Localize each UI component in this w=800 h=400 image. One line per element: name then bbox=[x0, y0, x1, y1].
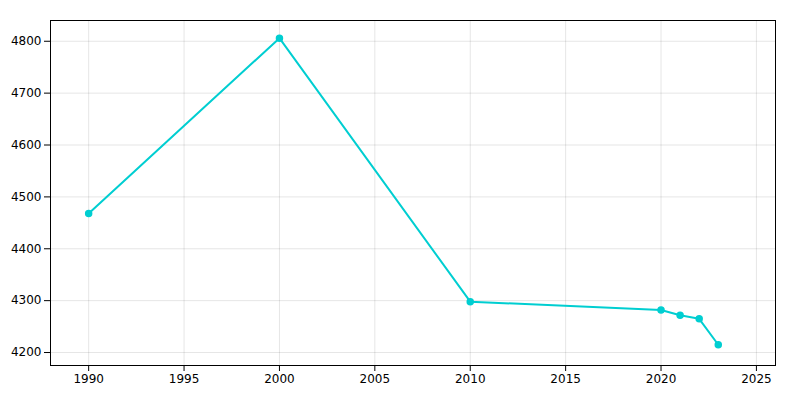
svg-text:2020: 2020 bbox=[646, 372, 677, 386]
svg-text:4700: 4700 bbox=[11, 86, 42, 100]
svg-text:2005: 2005 bbox=[360, 372, 391, 386]
svg-text:1990: 1990 bbox=[73, 372, 104, 386]
svg-text:4600: 4600 bbox=[11, 138, 42, 152]
svg-text:4800: 4800 bbox=[11, 34, 42, 48]
svg-text:1995: 1995 bbox=[169, 372, 200, 386]
svg-text:2010: 2010 bbox=[455, 372, 486, 386]
svg-text:4300: 4300 bbox=[11, 293, 42, 307]
svg-text:2000: 2000 bbox=[264, 372, 295, 386]
svg-text:4500: 4500 bbox=[11, 190, 42, 204]
svg-text:4400: 4400 bbox=[11, 242, 42, 256]
svg-text:2015: 2015 bbox=[550, 372, 581, 386]
svg-text:4200: 4200 bbox=[11, 345, 42, 359]
svg-text:2025: 2025 bbox=[741, 372, 772, 386]
